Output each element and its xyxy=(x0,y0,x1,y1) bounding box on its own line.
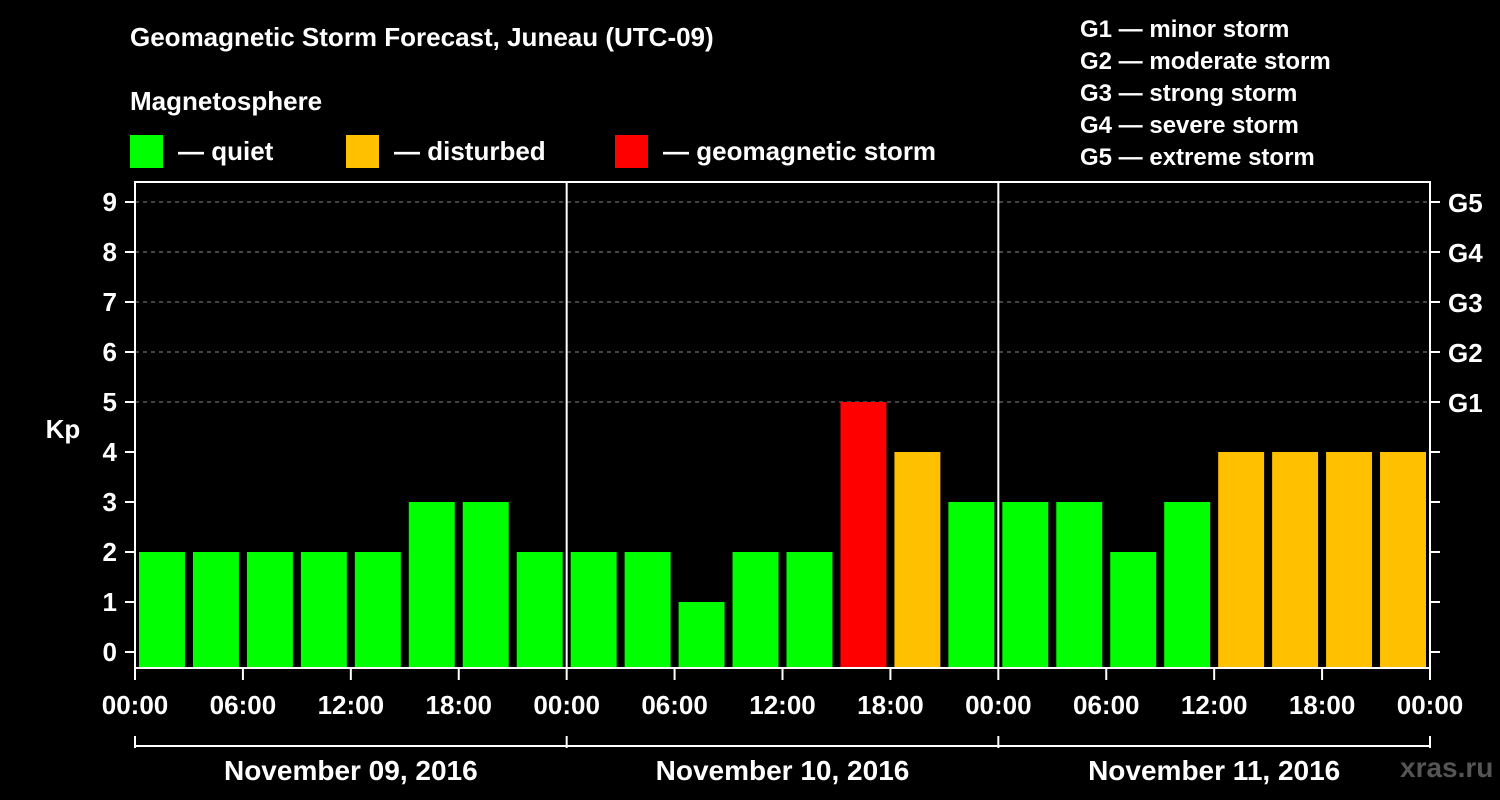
storm-level-g1: G1 — minor storm xyxy=(1080,16,1290,43)
bar-19 xyxy=(1164,502,1211,668)
x-tick-label-12: 00:00 xyxy=(1397,690,1464,720)
y-tick-label-5: 5 xyxy=(103,387,117,417)
x-tick-label-6: 12:00 xyxy=(749,690,816,720)
chart-title: Geomagnetic Storm Forecast, Juneau (UTC-… xyxy=(130,22,714,52)
y-axis-label: Kp xyxy=(46,414,81,444)
legend-item-quiet: — quiet xyxy=(130,134,273,168)
y-tick-label-2: 2 xyxy=(103,537,117,567)
bar-10 xyxy=(678,602,725,668)
legend-swatch-quiet xyxy=(130,134,163,168)
right-axis-label-g1: G1 xyxy=(1448,388,1483,418)
legend-swatch-disturbed xyxy=(346,134,379,168)
day-label-1: November 10, 2016 xyxy=(656,755,910,786)
x-tick-label-3: 18:00 xyxy=(426,690,493,720)
bar-2 xyxy=(246,552,293,668)
right-axis-label-g2: G2 xyxy=(1448,338,1483,368)
bar-17 xyxy=(1056,502,1103,668)
day-label-0: November 09, 2016 xyxy=(224,755,478,786)
right-axis-label-g3: G3 xyxy=(1448,288,1483,318)
bar-18 xyxy=(1110,552,1157,668)
y-tick-label-9: 9 xyxy=(103,187,117,217)
bar-0 xyxy=(139,552,185,668)
storm-level-g3: G3 — strong storm xyxy=(1080,80,1298,107)
bar-4 xyxy=(354,552,401,668)
bar-22 xyxy=(1326,452,1373,668)
x-tick-label-5: 06:00 xyxy=(641,690,708,720)
legend-label-quiet: — quiet xyxy=(178,135,274,166)
bar-21 xyxy=(1272,452,1319,668)
y-tick-label-1: 1 xyxy=(103,587,117,617)
y-tick-label-6: 6 xyxy=(103,337,117,367)
legend-swatch-storm xyxy=(615,134,648,168)
bar-15 xyxy=(948,502,995,668)
bar-11 xyxy=(732,552,779,668)
bar-7 xyxy=(516,552,563,668)
x-tick-label-0: 00:00 xyxy=(102,690,169,720)
day-label-2: November 11, 2016 xyxy=(1088,755,1340,786)
x-tick-label-11: 18:00 xyxy=(1289,690,1356,720)
bar-20 xyxy=(1218,452,1265,668)
legend-title: Magnetosphere xyxy=(130,86,323,116)
bar-6 xyxy=(462,502,509,668)
bar-9 xyxy=(624,552,671,668)
storm-level-list: G1 — minor storm G2 — moderate storm G3 … xyxy=(1080,14,1331,174)
legend-label-storm: — geomagnetic storm xyxy=(663,135,937,166)
y-tick-label-3: 3 xyxy=(103,487,117,517)
y-tick-label-0: 0 xyxy=(103,637,117,667)
x-tick-label-1: 06:00 xyxy=(210,690,277,720)
x-tick-label-9: 06:00 xyxy=(1073,690,1140,720)
right-axis-label-g4: G4 xyxy=(1448,238,1483,268)
right-axis-label-g5: G5 xyxy=(1448,188,1483,218)
bar-23 xyxy=(1380,452,1426,668)
x-tick-label-8: 00:00 xyxy=(965,690,1032,720)
bar-8 xyxy=(570,552,617,668)
bar-1 xyxy=(192,552,239,668)
bar-16 xyxy=(1002,502,1049,668)
watermark: xras.ru xyxy=(1400,752,1494,783)
storm-level-g5: G5 — extreme storm xyxy=(1080,144,1315,171)
y-tick-label-7: 7 xyxy=(103,287,117,317)
bar-5 xyxy=(408,502,455,668)
y-tick-label-4: 4 xyxy=(103,437,118,467)
bar-12 xyxy=(786,552,833,668)
bar-13 xyxy=(840,402,887,668)
bar-3 xyxy=(300,552,347,668)
legend-item-disturbed: — disturbed xyxy=(346,134,546,168)
storm-level-g4: G4 — severe storm xyxy=(1080,112,1299,139)
bar-14 xyxy=(894,452,941,668)
y-tick-label-8: 8 xyxy=(103,237,117,267)
x-tick-label-4: 00:00 xyxy=(533,690,600,720)
x-tick-label-2: 12:00 xyxy=(318,690,385,720)
storm-level-g2: G2 — moderate storm xyxy=(1080,48,1331,75)
legend-label-disturbed: — disturbed xyxy=(394,135,546,166)
legend-item-storm: — geomagnetic storm xyxy=(615,134,936,168)
x-tick-label-10: 12:00 xyxy=(1181,690,1248,720)
x-tick-label-7: 18:00 xyxy=(857,690,924,720)
